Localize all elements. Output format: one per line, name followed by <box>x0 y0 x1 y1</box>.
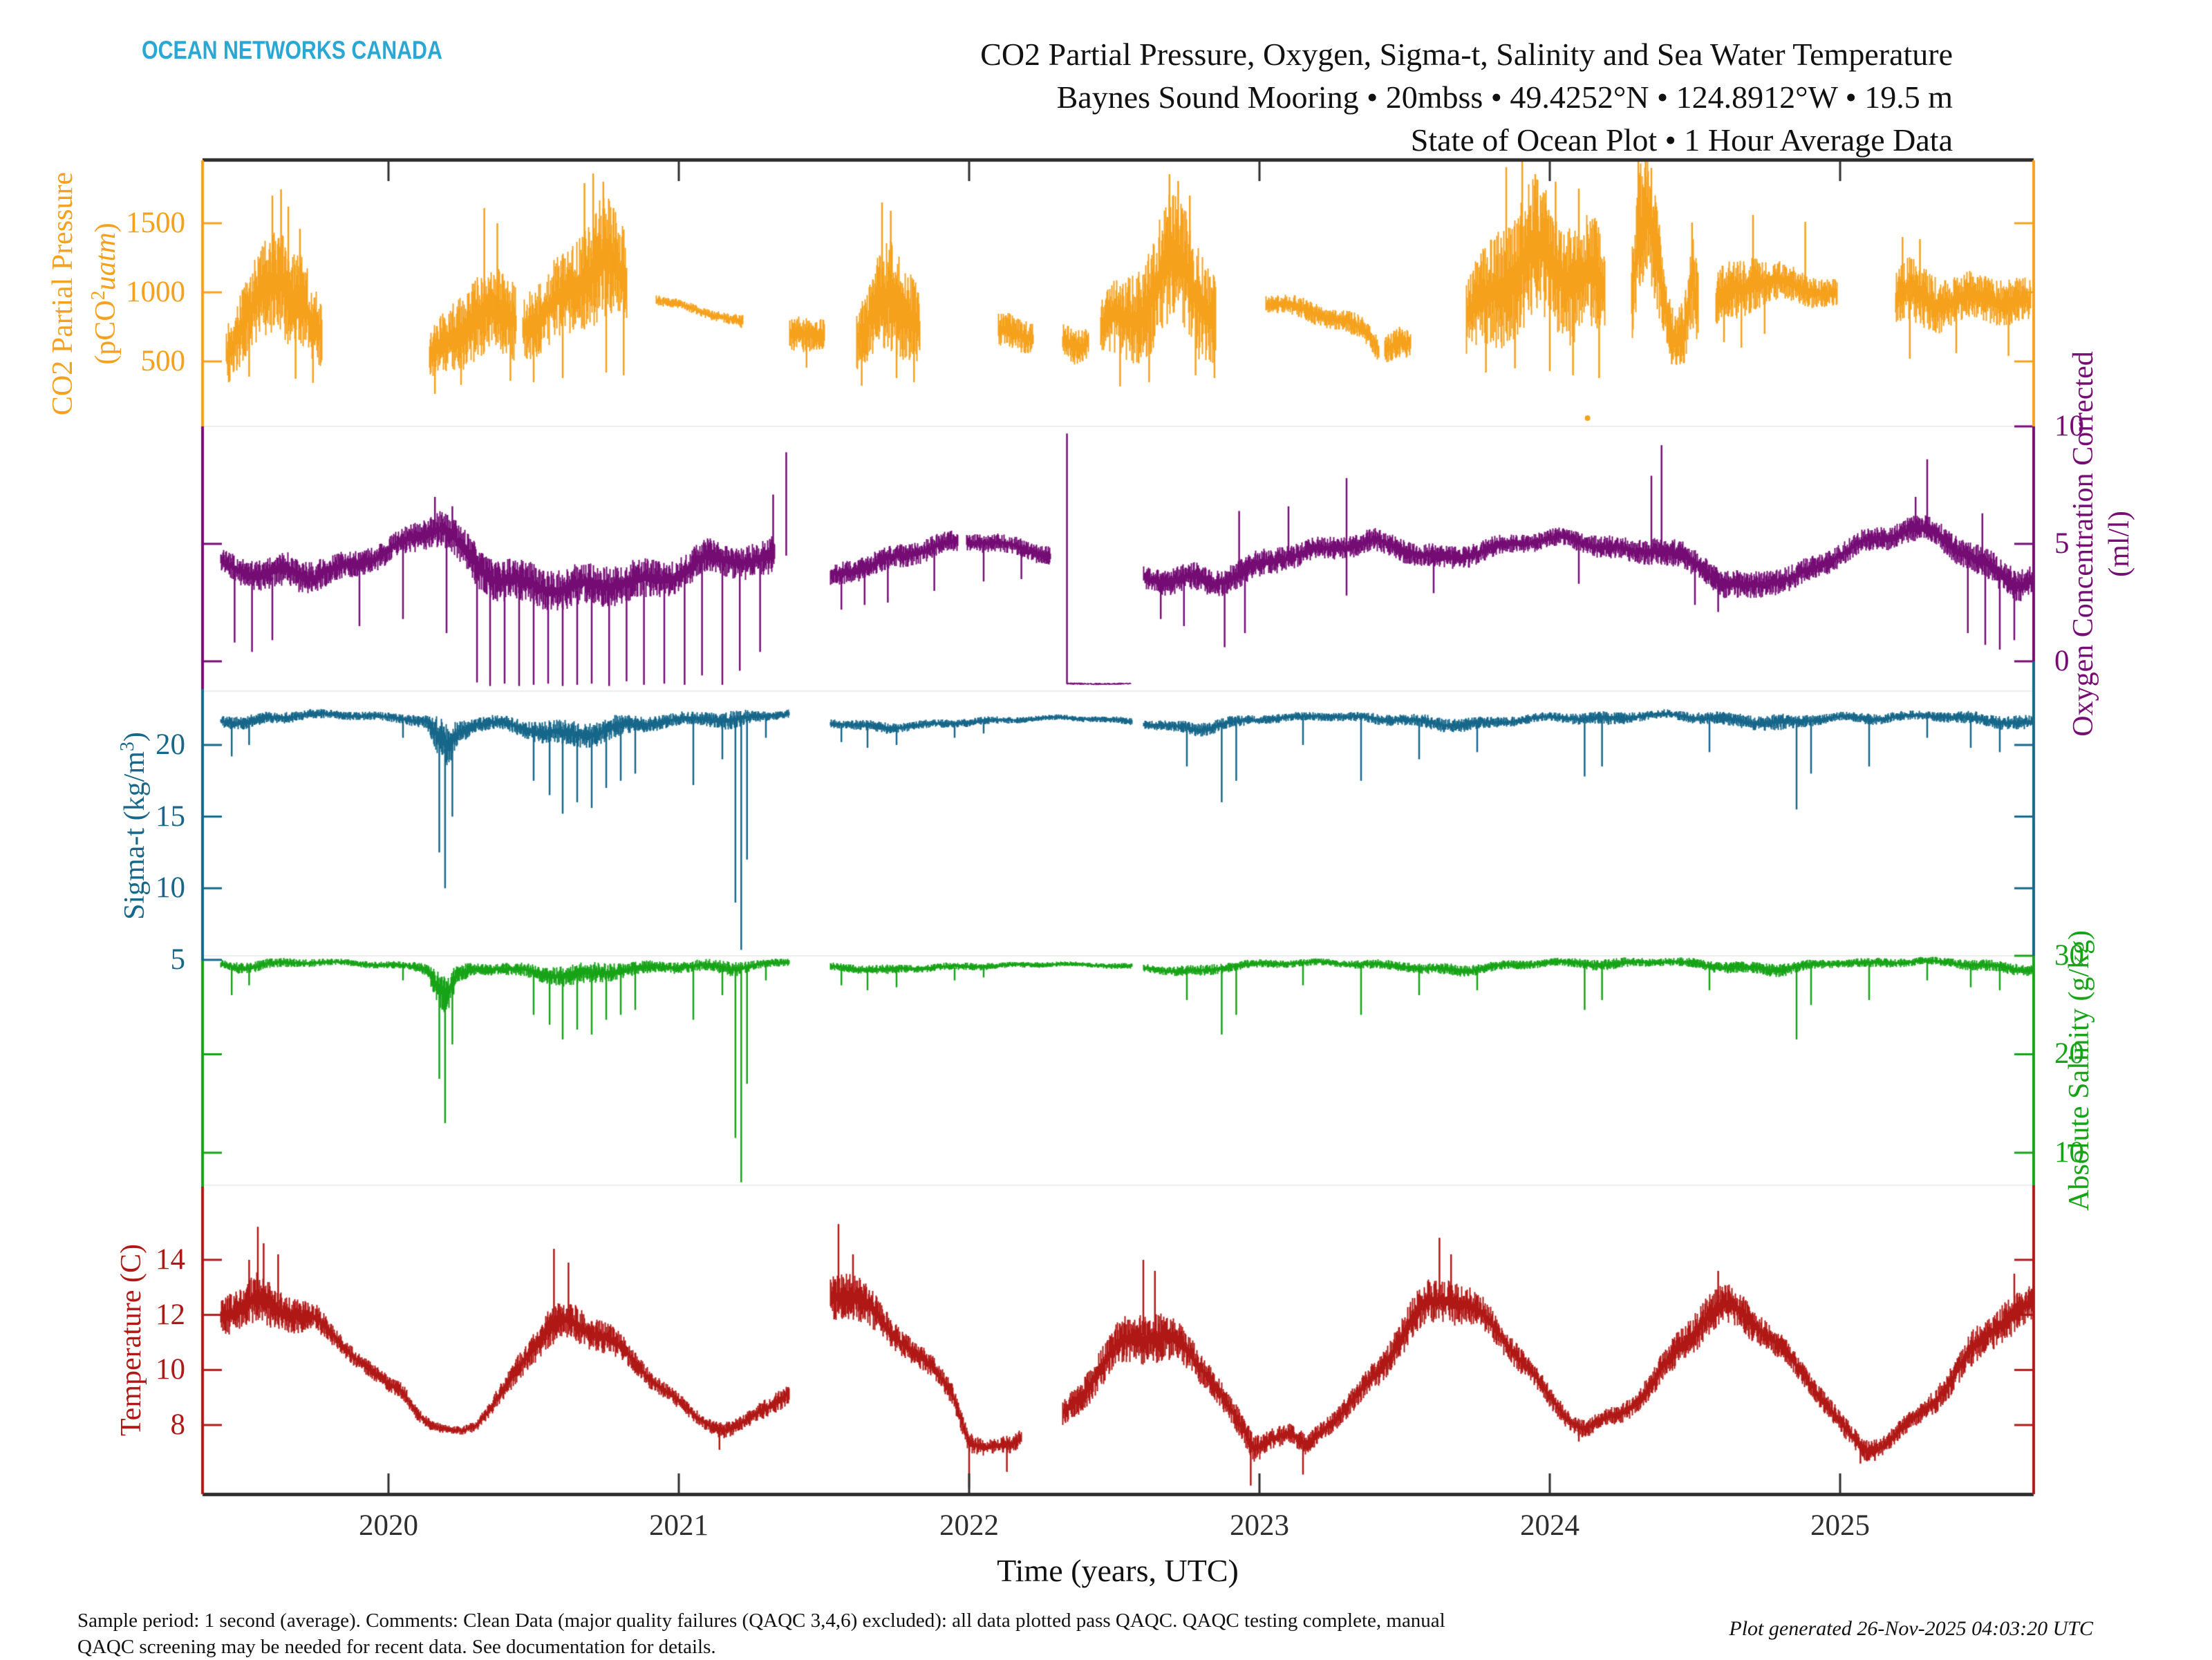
sigma-t-axis-label: Sigma-t (kg/m3) <box>117 732 151 920</box>
qaqc-caption-line2: QAQC screening may be needed for recent … <box>77 1636 716 1658</box>
x-tick-label-2023: 2023 <box>1230 1509 1289 1542</box>
co2-axis-label: CO2 Partial Pressure (pCO2uatm) <box>47 171 122 416</box>
plot-subtitle-location: Baynes Sound Mooring • 20mbss • 49.4252°… <box>1056 79 1953 115</box>
qaqc-caption-line1: Sample period: 1 second (average). Comme… <box>77 1610 1445 1632</box>
oxygen-axis-label: Oxygen Concentration Corrected (ml/l) <box>2068 351 2135 737</box>
x-tick-label-2020: 2020 <box>359 1509 418 1542</box>
plot-title-block: CO2 Partial Pressure, Oxygen, Sigma-t, S… <box>980 33 1953 162</box>
onc-logo: OCEAN NETWORKS CANADA <box>142 36 442 64</box>
salinity-axis-label: Absolute Salinity (g/kg) <box>2063 930 2095 1211</box>
plot-generated-timestamp: Plot generated 26-Nov-2025 04:03:20 UTC <box>1729 1617 2093 1640</box>
x-tick-label-2022: 2022 <box>939 1509 999 1542</box>
x-tick-label-2024: 2024 <box>1520 1509 1580 1542</box>
x-axis-label: Time (years, UTC) <box>997 1553 1239 1588</box>
plot-title: CO2 Partial Pressure, Oxygen, Sigma-t, S… <box>980 37 1953 72</box>
x-tick-label-2025: 2025 <box>1810 1509 1870 1542</box>
plot-subtitle-info: State of Ocean Plot • 1 Hour Average Dat… <box>1410 122 1953 158</box>
temperature-axis-label: Temperature (C) <box>115 1243 147 1437</box>
qaqc-caption: Sample period: 1 second (average). Comme… <box>77 1607 1445 1660</box>
x-tick-label-2021: 2021 <box>649 1509 709 1542</box>
